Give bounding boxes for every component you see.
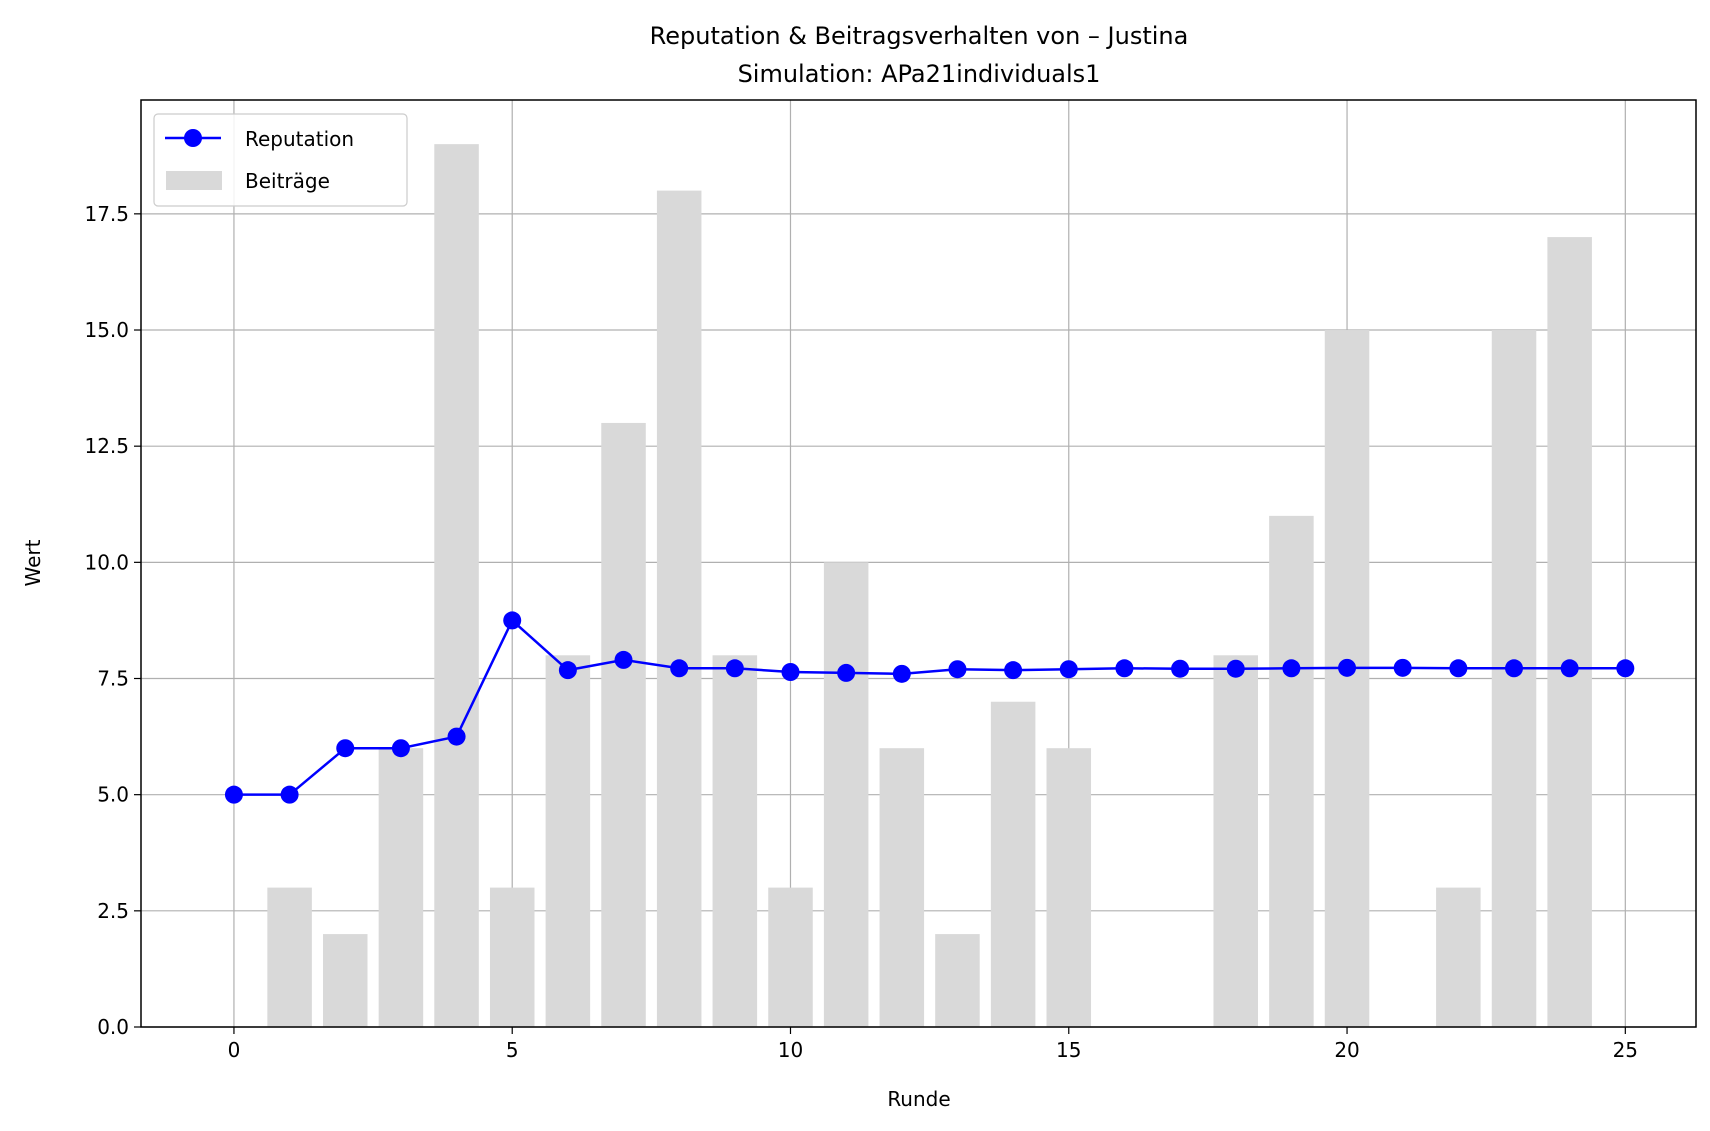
bar-beitraege	[434, 144, 479, 1028]
legend-beitraege-label: Beiträge	[245, 169, 330, 193]
reputation-point	[1393, 658, 1412, 677]
x-axis-label: Runde	[887, 1087, 950, 1111]
y-tick-label: 12.5	[84, 434, 129, 458]
reputation-point	[1282, 659, 1301, 678]
reputation-point	[503, 611, 522, 630]
bar-beitraege	[879, 748, 925, 1027]
x-tick-label: 10	[778, 1038, 803, 1062]
y-tick-label: 0.0	[97, 1015, 129, 1039]
reputation-point	[1226, 659, 1245, 678]
bar-beitraege	[1324, 330, 1370, 1027]
reputation-point	[614, 650, 633, 669]
reputation-point	[1338, 658, 1357, 677]
x-axis: 0 5 10 15 20 25	[228, 1027, 1638, 1062]
y-tick-label: 15.0	[84, 318, 129, 342]
reputation-point	[1059, 660, 1078, 679]
reputation-point	[837, 663, 856, 682]
legend-reputation-label: Reputation	[245, 127, 354, 151]
y-tick-label: 17.5	[84, 202, 129, 226]
legend-reputation-marker	[184, 129, 202, 147]
bar-beitraege	[1269, 515, 1314, 1027]
reputation-point	[447, 727, 466, 746]
reputation-point	[1115, 659, 1134, 678]
bar-beitraege	[1491, 330, 1537, 1027]
reputation-point	[725, 659, 744, 678]
bar-beitraege	[990, 701, 1036, 1027]
legend-beitraege-swatch	[166, 171, 222, 190]
y-tick-label: 7.5	[97, 667, 129, 691]
bar-beitraege	[656, 190, 702, 1028]
plot-frame	[140, 99, 1697, 1028]
bar-beitraege	[601, 422, 646, 1028]
bar-beitraege	[1436, 887, 1481, 1027]
x-tick-label: 5	[506, 1038, 519, 1062]
reputation-point	[670, 659, 689, 678]
x-tick-label: 0	[228, 1038, 241, 1062]
bar-beitraege	[1547, 237, 1592, 1027]
reputation-point	[1004, 661, 1023, 680]
bar-beitraege	[935, 934, 980, 1027]
bar-beitraege	[712, 655, 758, 1027]
reputation-line	[233, 618, 1626, 796]
line-series-reputation	[224, 611, 1635, 804]
reputation-point	[336, 739, 355, 758]
x-tick-label: 20	[1334, 1038, 1359, 1062]
reputation-point	[781, 662, 800, 681]
y-axis-label: Wert	[21, 539, 45, 586]
bar-beitraege	[322, 934, 368, 1027]
legend: Reputation Beiträge	[153, 113, 408, 207]
reputation-point	[391, 739, 410, 758]
bar-beitraege	[768, 887, 813, 1027]
reputation-point	[558, 661, 577, 680]
bar-beitraege	[267, 887, 312, 1027]
x-tick-label: 25	[1613, 1038, 1638, 1062]
reputation-point	[1449, 659, 1468, 678]
reputation-point	[280, 785, 299, 804]
bar-beitraege	[489, 887, 535, 1027]
reputation-point	[948, 660, 967, 679]
bar-beitraege	[545, 655, 591, 1027]
bar-beitraege	[1213, 655, 1258, 1027]
reputation-point	[1560, 659, 1579, 678]
y-tick-label: 2.5	[97, 899, 129, 923]
reputation-point	[1505, 659, 1524, 678]
bar-beitraege	[1046, 748, 1092, 1027]
y-tick-label: 5.0	[97, 783, 129, 807]
reputation-point	[224, 785, 243, 804]
reputation-point	[1616, 659, 1635, 678]
chart-subtitle: Simulation: APa21individuals1	[738, 60, 1101, 88]
x-tick-label: 15	[1056, 1038, 1081, 1062]
chart-title: Reputation & Beitragsverhalten von – Jus…	[650, 22, 1189, 50]
bar-series-beitraege	[267, 144, 1592, 1028]
reputation-point	[892, 664, 911, 683]
y-axis: 0.0 2.5 5.0 7.5 10.0 12.5 15.0 17.5	[84, 202, 141, 1039]
reputation-point	[1171, 659, 1190, 678]
y-tick-label: 10.0	[84, 550, 129, 574]
bar-beitraege	[378, 748, 424, 1027]
bar-beitraege	[823, 562, 869, 1027]
